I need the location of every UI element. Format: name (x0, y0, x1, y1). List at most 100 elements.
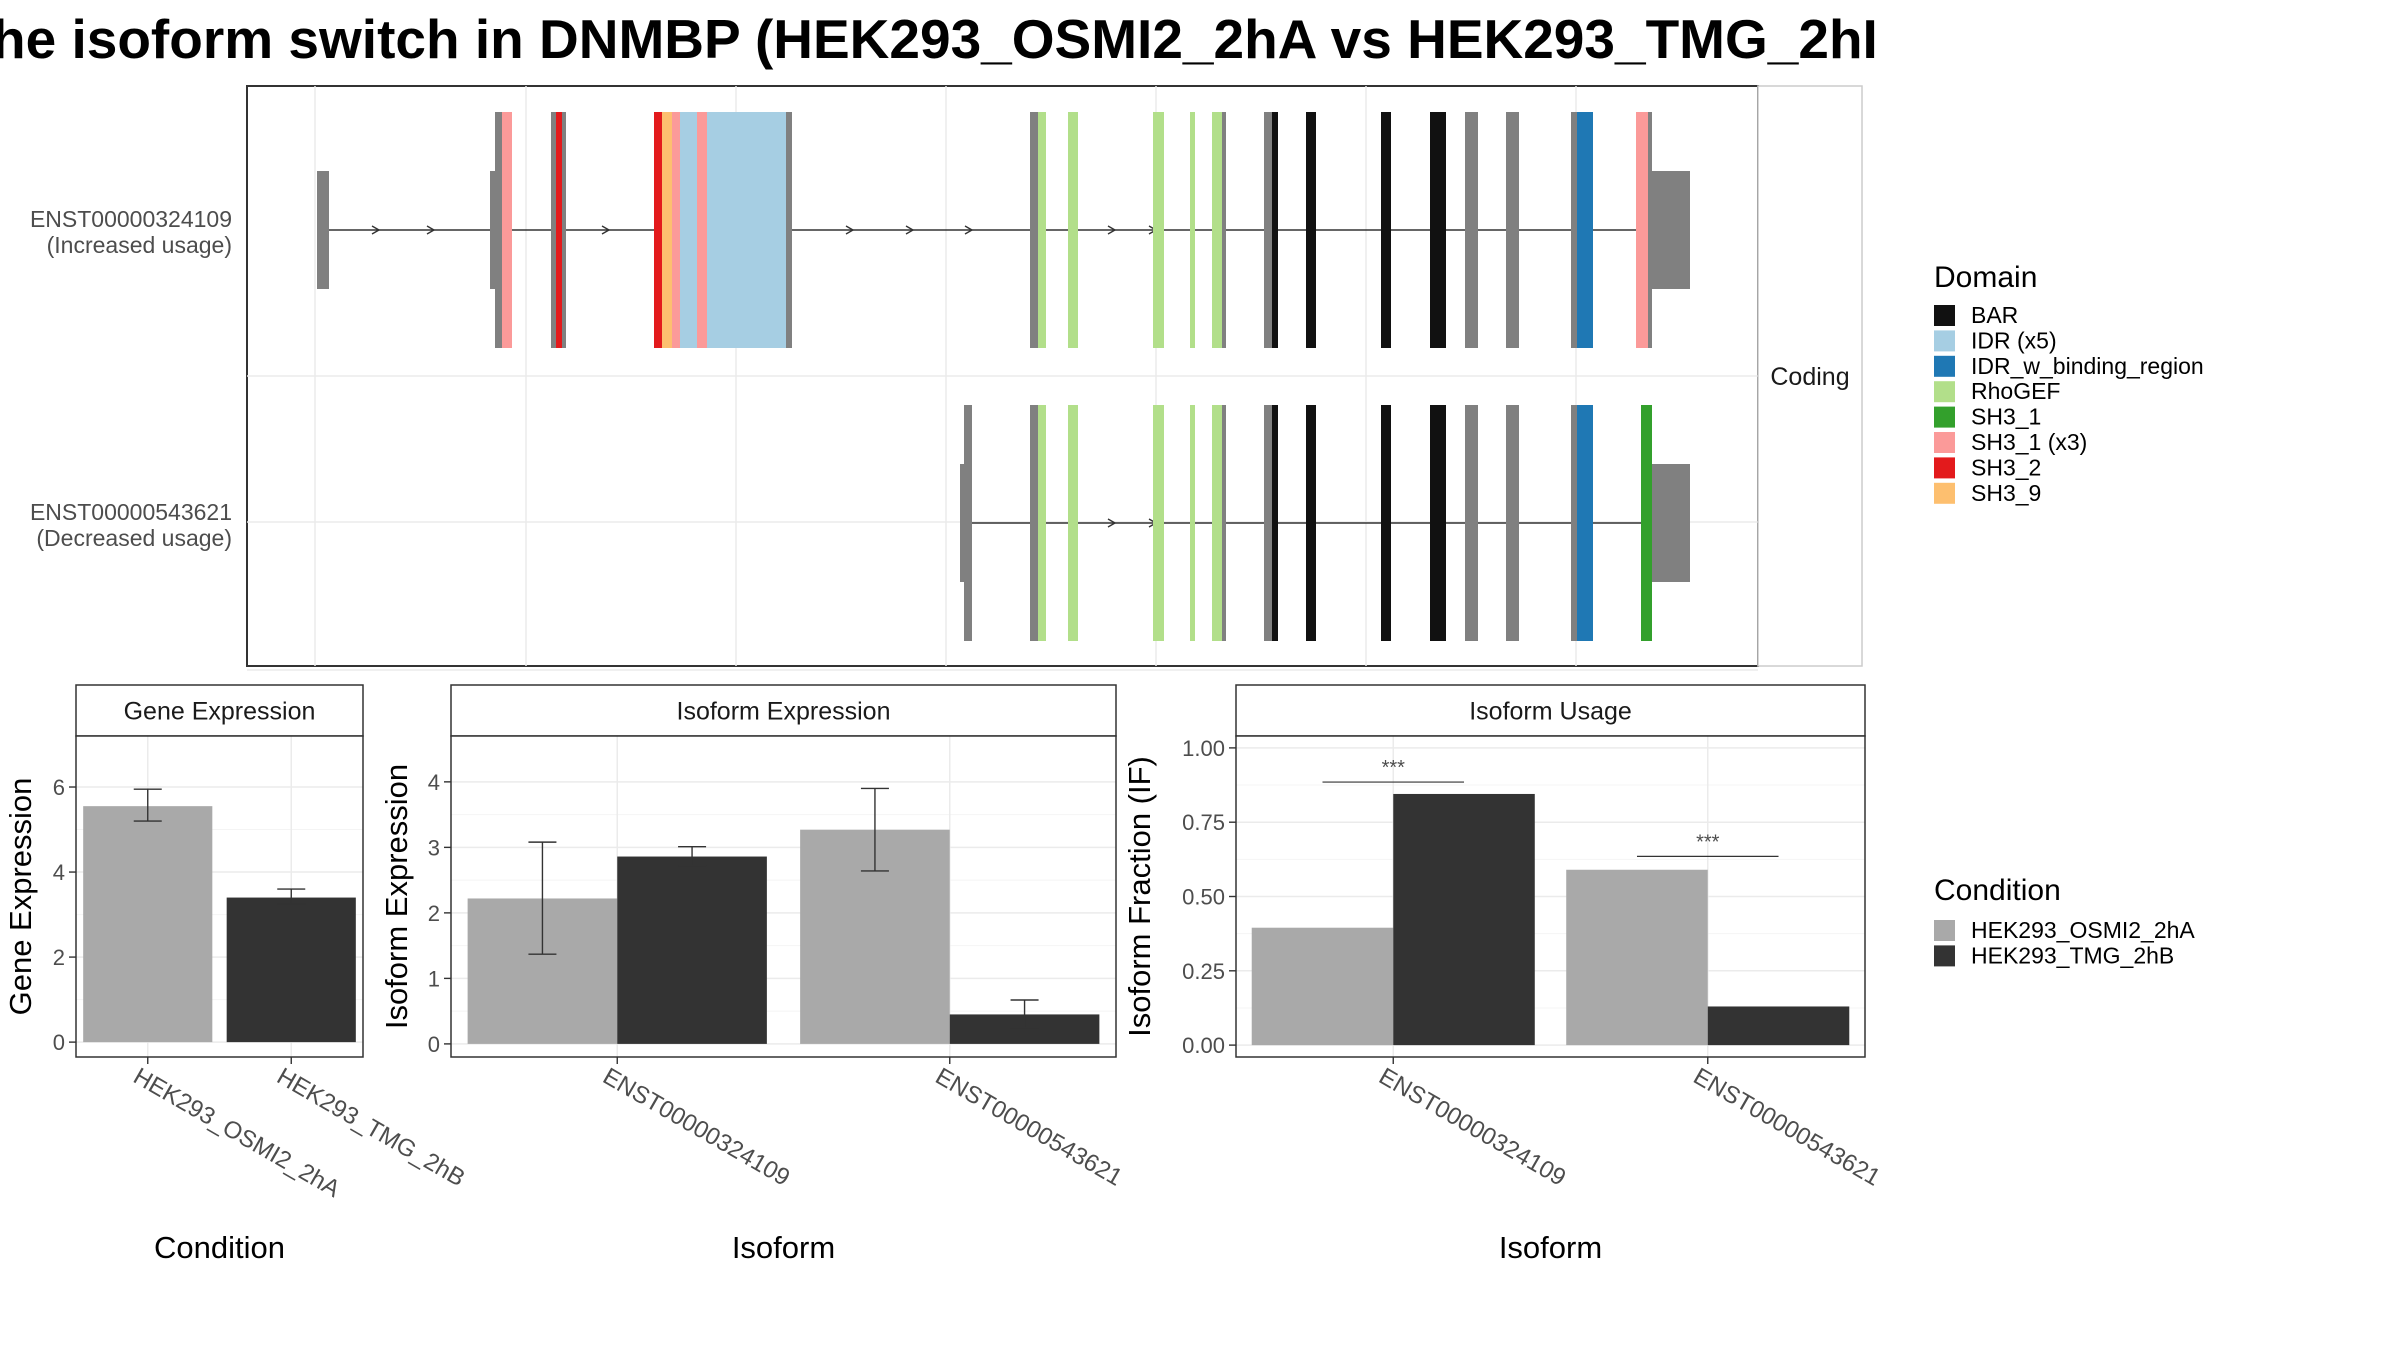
bar-hek293-tmg-2hb (226, 897, 356, 1043)
y-tick-label-1: 2 (53, 945, 65, 970)
exon-idr-w-binding-region (1577, 112, 1593, 348)
utr-block (960, 464, 964, 582)
exon-coding (964, 405, 972, 641)
error-bar-hek293-osmi2-2ha-enst00000324109 (528, 841, 557, 955)
strand-arrow-5 (964, 225, 974, 235)
exon-rhogef (1190, 405, 1195, 641)
utr-block (317, 171, 329, 289)
transcript-tracks (317, 112, 1690, 641)
y-tick-label-1: 1 (428, 966, 440, 991)
exon-sh3-1-x3 (697, 112, 707, 348)
exon-bar (1272, 405, 1278, 641)
significance-label: *** (1382, 757, 1406, 779)
exon-rhogef (1153, 405, 1164, 641)
exon-coding (1264, 405, 1272, 641)
legend-swatch-sh3-1-x3 (1934, 432, 1955, 453)
exon-coding (1648, 112, 1652, 348)
exon-bar (1381, 405, 1391, 641)
plot-border (450, 735, 1117, 1058)
exon-bar (1272, 112, 1278, 348)
plot-border (75, 735, 364, 1058)
strand-arrow-0 (371, 225, 381, 235)
y-tick-label-3: 3 (428, 835, 440, 860)
exon-coding (1571, 405, 1577, 641)
transcript-id-label: ENST00000543621 (30, 499, 232, 525)
facet-label: Isoform Usage (1469, 698, 1632, 726)
legend-swatch-idr-w-binding-region (1934, 355, 1955, 377)
exon-coding (1465, 112, 1478, 348)
exon-coding (551, 112, 556, 348)
exon-idr-x5 (778, 112, 786, 348)
legend-label-idr-x5: IDR (x5) (1971, 327, 2057, 353)
legend-label-sh3-9: SH3_9 (1971, 480, 2041, 506)
transcript-usage-label: (Decreased usage) (36, 525, 232, 551)
bar-hek293-tmg-2hb-enst00000324109 (617, 856, 767, 1044)
exon-rhogef (1212, 112, 1222, 348)
error-bars (528, 787, 1039, 1029)
exon-sh3-2 (556, 112, 562, 348)
exon-coding (1571, 112, 1577, 348)
bars (83, 806, 356, 1043)
exon-coding (1222, 112, 1226, 348)
exon-coding (1465, 405, 1478, 641)
strand-arrow-3 (845, 225, 855, 235)
y-tick-label-2: 0.50 (1182, 885, 1225, 910)
domain-legend-title: Domain (1934, 261, 2037, 294)
legend-swatch-sh3-9 (1934, 482, 1955, 504)
exon-idr-x5 (735, 112, 750, 348)
strand-arrow-2 (601, 225, 611, 235)
exon-bar (1306, 112, 1316, 348)
x-axis-title: Condition (154, 1230, 285, 1265)
transcript-structure-panel: Coding ENST00000324109(Increased usage)E… (30, 85, 1863, 671)
legend-swatch-idr-x5 (1934, 330, 1955, 352)
error-bar-hek293-tmg-2hb-enst00000543621 (1010, 999, 1039, 1029)
facet-label-coding: Coding (1770, 363, 1849, 391)
y-axis-title: Isoform Fraction (IF) (1122, 756, 1157, 1037)
significance-marker-0: *** (1322, 757, 1465, 783)
exon-coding (1506, 405, 1519, 641)
exon-rhogef (1068, 405, 1078, 641)
exon-coding (1264, 112, 1272, 348)
bar-hek293-osmi2-2ha-enst00000324109 (1251, 927, 1394, 1046)
exon-sh3-2 (654, 112, 662, 348)
exon-rhogef (1153, 112, 1164, 348)
facet-strip (75, 684, 364, 737)
strand-arrow-4 (905, 225, 915, 235)
significance-marker-1: *** (1636, 831, 1779, 857)
exon-bar (1306, 405, 1316, 641)
exon-sh3-1-x3 (502, 112, 512, 348)
exon-sh3-9 (662, 112, 672, 348)
bars (1251, 793, 1850, 1046)
transcript-usage-label: (Increased usage) (47, 232, 232, 258)
y-tick-label-2: 4 (53, 860, 65, 885)
bar-hek293-osmi2-2ha-enst00000543621 (1566, 869, 1708, 1046)
facet-label: Isoform Expression (677, 698, 891, 726)
facet-strip (1757, 85, 1863, 667)
exon-sh3-1-x3 (1636, 112, 1648, 348)
exon-bar (1381, 112, 1391, 348)
utr-block (1652, 171, 1690, 289)
condition-legend-title: Condition (1934, 874, 2061, 907)
legend-label-idr-w-binding-region: IDR_w_binding_region (1971, 353, 2204, 379)
exon-rhogef (1068, 112, 1078, 348)
y-tick-label-2: 2 (428, 901, 440, 926)
facet-strip (1235, 684, 1866, 737)
utr-block (490, 171, 495, 289)
exon-sh3-1-x3 (672, 112, 680, 348)
legend-label-sh3-1-x3: SH3_1 (x3) (1971, 429, 2087, 455)
legend-swatch-rhogef (1934, 381, 1955, 403)
exon-coding (1222, 405, 1226, 641)
y-axis-title: Isoform Expression (379, 764, 414, 1029)
exon-rhogef (1038, 112, 1046, 348)
facet-strip (450, 684, 1117, 737)
exon-bar (1430, 112, 1446, 348)
exon-idr-x5 (680, 112, 697, 348)
legend-label-rhogef: RhoGEF (1971, 378, 2060, 404)
transcript-track-enst00000324109 (317, 112, 1690, 348)
exon-coding (1506, 112, 1519, 348)
exon-bar (1430, 405, 1446, 641)
legend-swatch-bar (1934, 305, 1955, 326)
exon-idr-x5 (765, 112, 778, 348)
